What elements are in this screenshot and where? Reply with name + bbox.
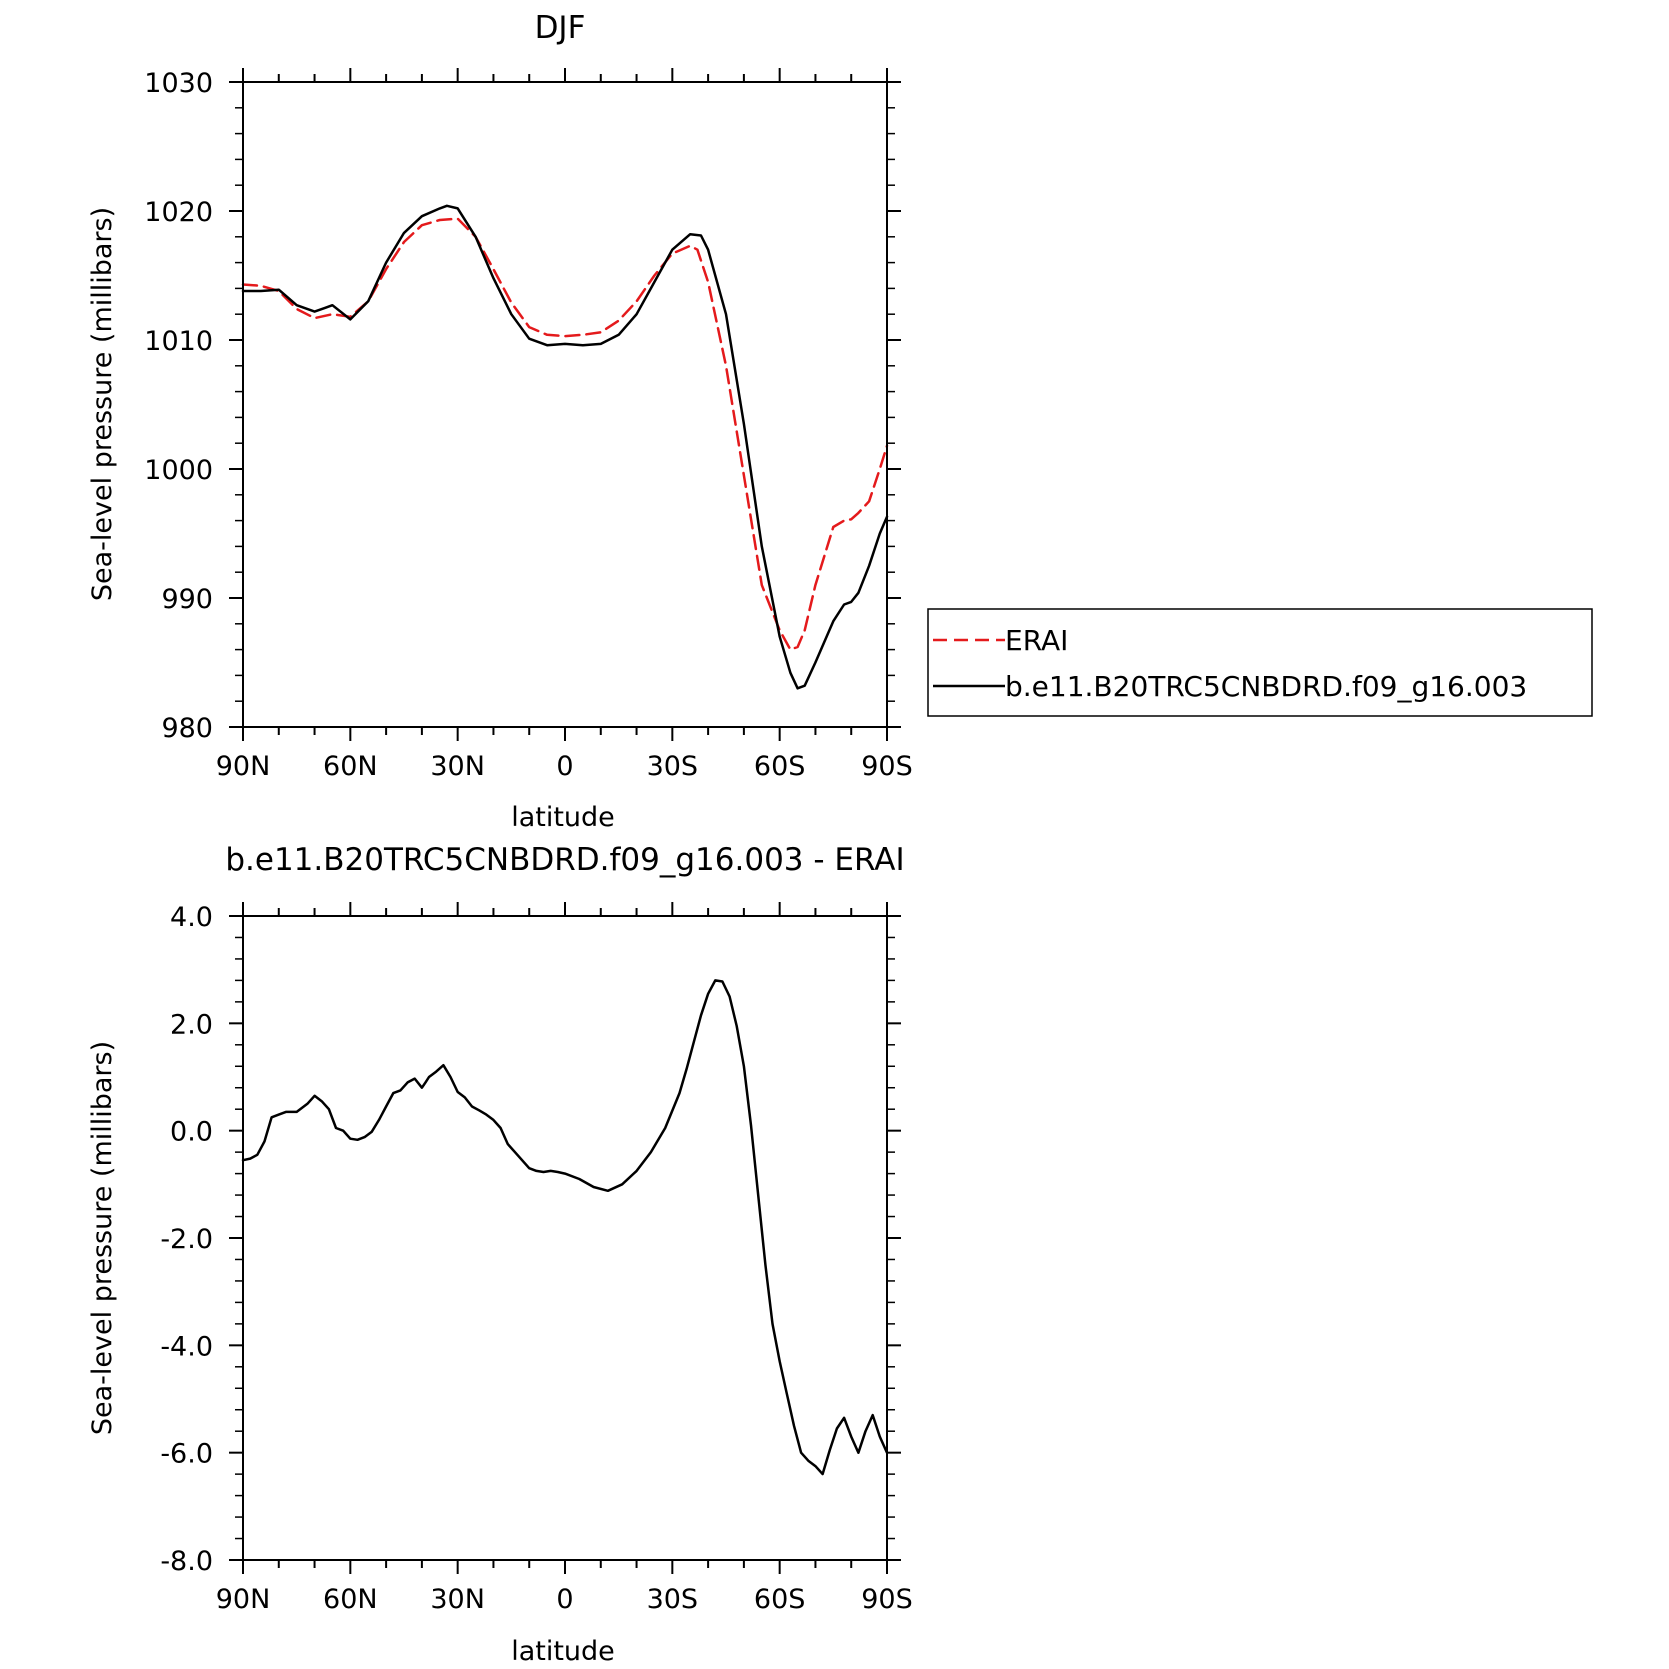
y-tick-label: -2.0	[160, 1224, 213, 1255]
top-panel-y-axis-label: Sea-level pressure (millibars)	[87, 207, 118, 601]
bottom-panel-series-line-0	[241, 979, 889, 1476]
y-tick-label: -8.0	[160, 1546, 213, 1577]
top-panel-ticks: 90N 60N 30N 0 30S 60S 90S 980 990 1000 1010 1020 103…	[144, 68, 913, 782]
bottom-panel-title: b.e11.B20TRC5CNBDRD.f09_g16.003 - ERAI	[225, 842, 904, 878]
bottom-panel-series	[241, 979, 889, 1476]
legend-box	[927, 608, 1593, 717]
x-tick-label: 90N	[216, 751, 271, 782]
x-tick-label: 60S	[754, 751, 806, 782]
y-tick-label: 2.0	[170, 1009, 213, 1040]
x-tick-label: 30N	[430, 751, 485, 782]
x-tick-label: 60N	[323, 1584, 378, 1615]
legend: ERAI b.e11.B20TRC5CNBDRD.f09_g16.003	[927, 608, 1593, 717]
top-panel-x-axis-label: latitude	[511, 802, 615, 833]
x-tick-label: 0	[556, 1584, 573, 1615]
x-tick-label: 30N	[430, 1584, 485, 1615]
top-panel-frame	[242, 81, 888, 728]
x-tick-label: 30S	[647, 751, 699, 782]
y-tick-label: 1000	[144, 455, 213, 486]
top-panel-series	[241, 204, 889, 690]
y-tick-label: 1010	[144, 326, 213, 357]
bottom-panel: b.e11.B20TRC5CNBDRD.f09_g16.003 - ERAI S…	[87, 842, 913, 1667]
x-tick-label: 60S	[754, 1584, 806, 1615]
x-tick-label: 0	[556, 751, 573, 782]
top-panel: DJF Sea-level pressure (millibars) latit…	[87, 10, 913, 833]
y-tick-label: 4.0	[170, 902, 213, 933]
bottom-panel-y-axis-label: Sea-level pressure (millibars)	[87, 1041, 118, 1435]
y-tick-label: 980	[161, 713, 213, 744]
bottom-panel-frame	[242, 915, 888, 1561]
bottom-panel-ticks: 90N 60N 30N 0 30S 60S 90S -8.0 -6.0 -4.0 -2.0 0.0 2.…	[160, 902, 913, 1615]
y-tick-label: 0.0	[170, 1117, 213, 1148]
x-tick-label: 90S	[861, 751, 913, 782]
x-tick-label: 60N	[323, 751, 378, 782]
y-tick-label: 1020	[144, 197, 213, 228]
top-panel-series-line-1	[241, 204, 889, 690]
legend-label-erai: ERAI	[1005, 624, 1068, 657]
y-tick-label: -4.0	[160, 1331, 213, 1362]
y-tick-label: -6.0	[160, 1439, 213, 1470]
x-tick-label: 30S	[647, 1584, 699, 1615]
legend-label-model: b.e11.B20TRC5CNBDRD.f09_g16.003	[1005, 670, 1527, 703]
x-tick-label: 90N	[216, 1584, 271, 1615]
y-tick-label: 990	[161, 584, 213, 615]
top-panel-series-line-0	[241, 217, 889, 651]
bottom-panel-x-axis-label: latitude	[511, 1636, 615, 1667]
y-tick-label: 1030	[144, 68, 213, 99]
x-tick-label: 90S	[861, 1584, 913, 1615]
top-panel-title: DJF	[535, 10, 586, 46]
